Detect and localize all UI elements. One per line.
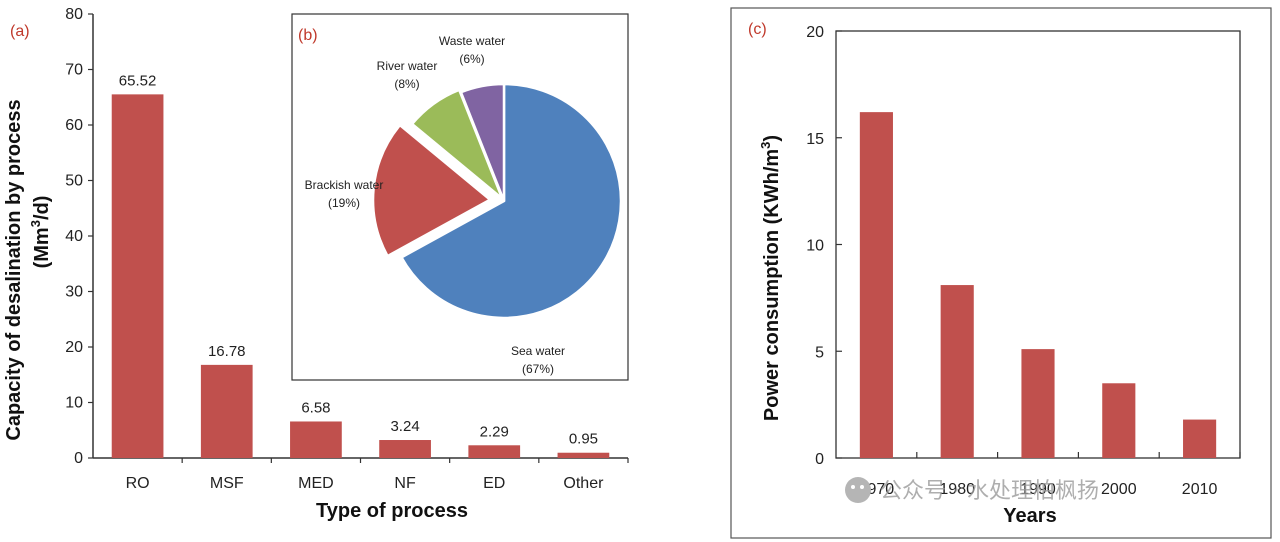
pie-slice-sea-water: [399, 82, 623, 320]
wechat-icon-eye-right: [860, 485, 864, 489]
data-label: 0.95: [569, 431, 598, 448]
y-tick-label: 10: [806, 238, 824, 255]
y-tick-label: 20: [806, 24, 824, 41]
x-tick-label: MSF: [210, 475, 244, 492]
x-tick-label: 1980: [939, 481, 975, 498]
y-axis-label-a-sup: 3: [28, 220, 43, 227]
data-label: 3.24: [390, 418, 419, 435]
x-tick-label: NF: [394, 475, 416, 492]
y-axis-label-c: Power consumption (KWh/m3): [758, 135, 783, 421]
watermark-text: 公众号 · 水处理柏枫扬: [880, 479, 1099, 504]
y-tick-label: 0: [815, 451, 824, 468]
bar-1990: [1021, 349, 1055, 458]
data-label: 65.52: [119, 72, 157, 89]
y-tick-label: 15: [806, 131, 824, 148]
data-label: 2.29: [480, 423, 509, 440]
watermark: 公众号 · 水处理柏枫扬: [845, 477, 1099, 504]
y-axis-label-a-line1: Capacity of desalination by process: [3, 99, 25, 440]
pie-slice-brackish-water: [371, 123, 493, 258]
panel-frame-c: [730, 7, 1272, 539]
pie-label-pct: (6%): [459, 52, 484, 66]
bar-other: [557, 452, 610, 458]
data-label: 16.78: [208, 343, 246, 360]
y-tick-label: 40: [65, 228, 83, 245]
pie-label-name: Sea water: [511, 344, 565, 358]
y-tick-label: 5: [815, 344, 824, 361]
pie-label-pct: (67%): [522, 362, 554, 376]
bar-chart-capacity: (a) 0 10 20 30 40 50 60 70 80 65.52 RO 16.78 MSF 6.5…: [3, 6, 629, 522]
y-axis-label-c-pre: Power consumption (KWh/m: [761, 149, 783, 421]
bar-1980: [940, 285, 974, 458]
x-tick-label: MED: [298, 475, 334, 492]
bar-ed: [468, 445, 521, 458]
y-tick-label: 80: [65, 6, 83, 23]
y-axis-label-c-post: ): [761, 135, 783, 142]
pie-label-pct: (8%): [394, 77, 419, 91]
panel-label-a: (a): [10, 23, 30, 40]
pie-slice-river-water: [410, 88, 504, 200]
bar-ro: [111, 94, 164, 458]
bar-nf: [379, 440, 431, 458]
data-label: 6.58: [301, 399, 330, 416]
x-tick-label: RO: [126, 475, 150, 492]
panel-label-c: (c): [748, 21, 767, 38]
bar-1970: [859, 112, 893, 458]
x-tick-label: 2000: [1101, 481, 1137, 498]
y-axis-label-a-line2: (Mm3/d): [28, 196, 53, 269]
x-tick-label: ED: [483, 475, 505, 492]
x-axis-label-a: Type of process: [316, 500, 468, 522]
pie-label-name: River water: [377, 59, 438, 73]
y-tick-label: 30: [65, 284, 83, 301]
y-tick-label: 20: [65, 339, 83, 356]
x-tick-label: Other: [563, 475, 604, 492]
y-tick-label: 70: [65, 62, 83, 79]
pie-chart-source: (b) Sea water (67%) Brackish water (19%) Riv…: [291, 13, 629, 381]
y-tick-label: 50: [65, 173, 83, 190]
wechat-icon: [845, 477, 871, 503]
pie-label-pct: (19%): [328, 196, 360, 210]
x-axis-label-c: Years: [1003, 505, 1056, 527]
y-tick-label: 0: [74, 450, 83, 467]
y-axis-label-a-post: /d): [31, 196, 53, 220]
bar-2000: [1102, 383, 1136, 458]
wechat-icon-eye-left: [851, 485, 855, 489]
bar-msf: [200, 364, 253, 458]
bar-med: [290, 421, 342, 458]
pie-slice-waste-water: [459, 82, 506, 202]
y-tick-label: 10: [65, 395, 83, 412]
x-tick-label: 2010: [1182, 481, 1218, 498]
pie-label-name: Brackish water: [305, 178, 384, 192]
y-axis-label-a-pre: (Mm: [31, 227, 53, 268]
pie-label-name: Waste water: [439, 34, 505, 48]
y-tick-label: 60: [65, 117, 83, 134]
x-tick-label: 1990: [1020, 481, 1056, 498]
bar-2010: [1183, 419, 1217, 458]
panel-label-b: (b): [298, 27, 318, 44]
y-axis-label-c-sup: 3: [758, 142, 773, 149]
